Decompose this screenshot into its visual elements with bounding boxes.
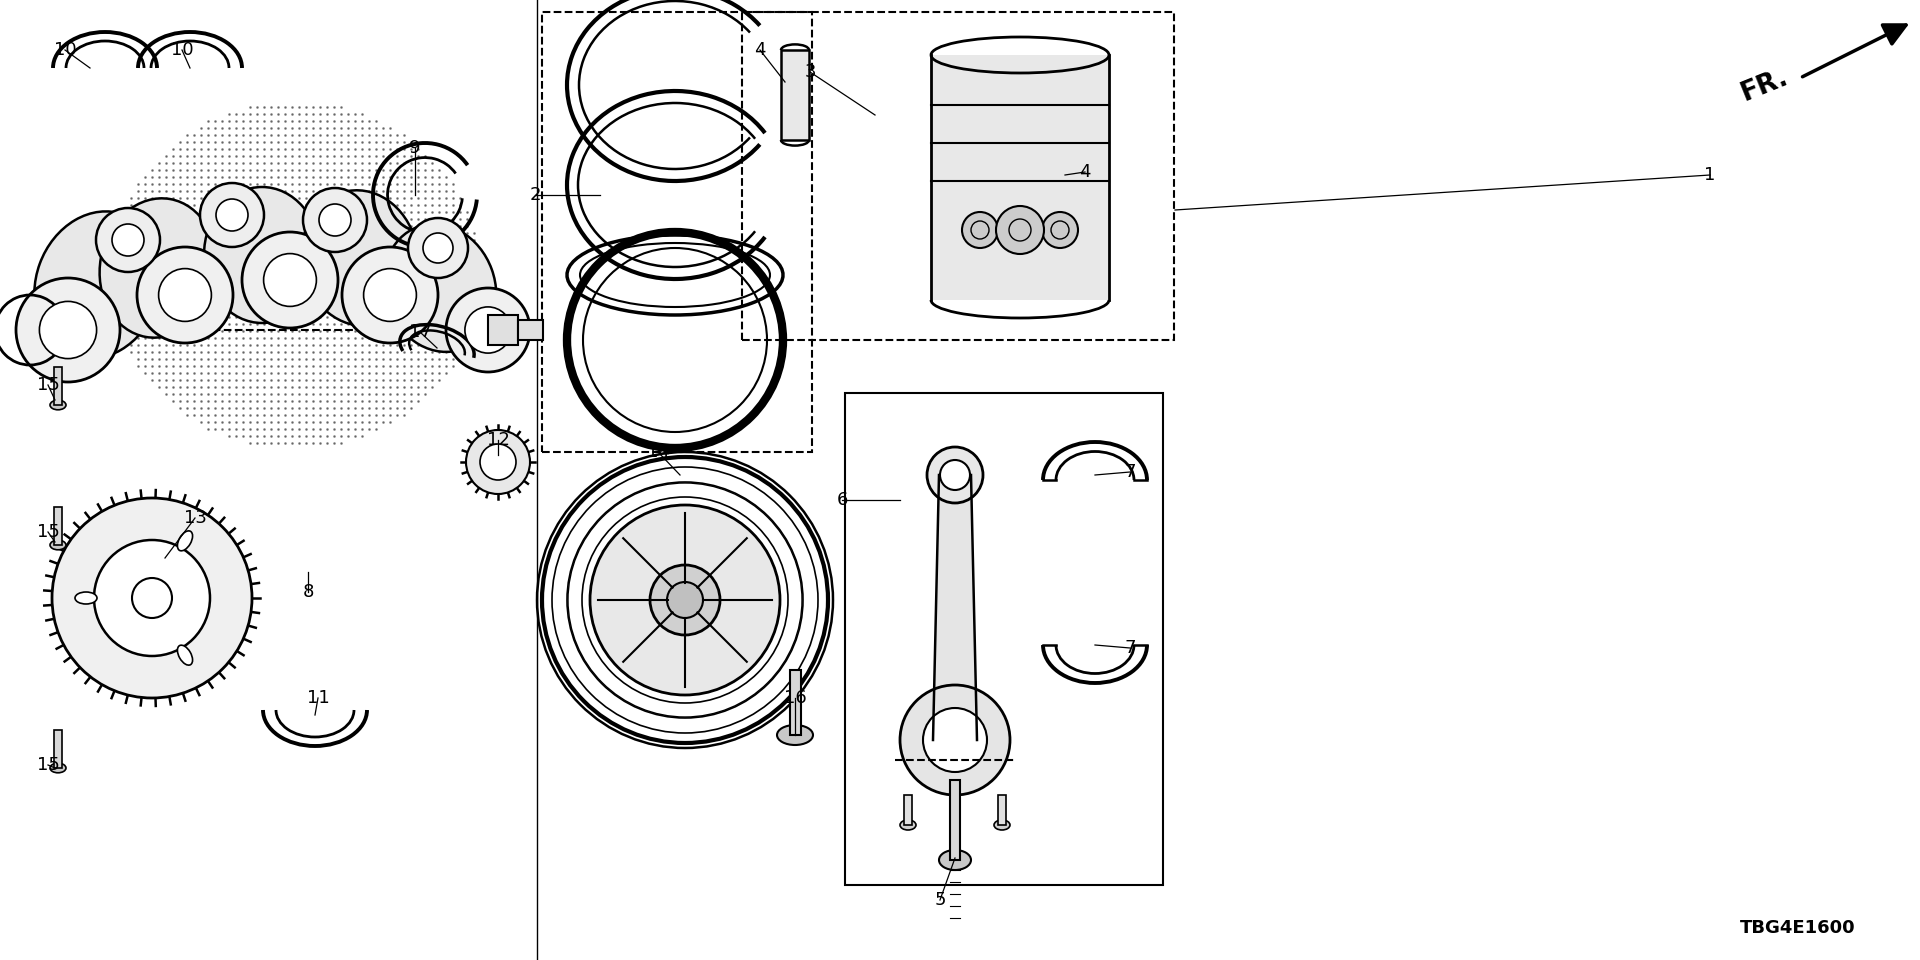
Text: 14: 14 [647, 443, 670, 461]
Text: 6: 6 [837, 491, 849, 509]
Circle shape [1043, 212, 1077, 248]
Ellipse shape [778, 725, 812, 745]
Text: 3: 3 [804, 63, 816, 81]
Ellipse shape [50, 763, 65, 773]
Circle shape [263, 253, 317, 306]
Ellipse shape [75, 592, 98, 604]
Circle shape [666, 582, 703, 618]
Bar [781, 50, 808, 140]
Text: 7: 7 [1125, 639, 1137, 657]
Circle shape [136, 247, 232, 343]
Circle shape [94, 540, 209, 656]
Text: 7: 7 [1125, 463, 1137, 481]
Circle shape [465, 307, 511, 353]
Circle shape [467, 430, 530, 494]
Ellipse shape [939, 850, 972, 870]
Circle shape [96, 208, 159, 272]
Circle shape [363, 269, 417, 322]
Ellipse shape [177, 531, 192, 551]
Circle shape [319, 204, 351, 236]
Text: 10: 10 [171, 41, 194, 59]
Ellipse shape [100, 199, 217, 338]
Bar [54, 367, 61, 405]
Bar [741, 12, 1173, 340]
Text: 8: 8 [301, 583, 313, 601]
Bar [845, 393, 1164, 885]
Ellipse shape [35, 211, 161, 359]
Text: 16: 16 [783, 689, 806, 707]
Ellipse shape [900, 820, 916, 830]
Circle shape [15, 278, 119, 382]
Circle shape [962, 212, 998, 248]
Circle shape [900, 685, 1010, 795]
Circle shape [480, 444, 516, 480]
Circle shape [52, 498, 252, 698]
Circle shape [242, 232, 338, 328]
Text: 9: 9 [409, 139, 420, 157]
Circle shape [927, 447, 983, 503]
Circle shape [941, 460, 970, 490]
Text: FR.: FR. [1738, 63, 1791, 107]
Ellipse shape [301, 190, 419, 325]
Circle shape [996, 206, 1044, 254]
Circle shape [651, 565, 720, 635]
Text: 13: 13 [184, 509, 207, 527]
Text: 2: 2 [530, 186, 541, 204]
Circle shape [407, 218, 468, 278]
Text: TBG4E1600: TBG4E1600 [1740, 919, 1857, 937]
Text: 12: 12 [486, 431, 509, 449]
Ellipse shape [50, 400, 65, 410]
Bar [54, 730, 61, 768]
Circle shape [445, 288, 530, 372]
Bar [488, 315, 518, 345]
Text: 5: 5 [935, 891, 947, 909]
Circle shape [159, 269, 211, 322]
Text: 1: 1 [1705, 166, 1716, 184]
Ellipse shape [384, 224, 495, 352]
Bar [931, 55, 1110, 300]
Text: 17: 17 [409, 323, 432, 341]
Circle shape [111, 224, 144, 256]
Bar [789, 670, 801, 735]
Bar [518, 320, 543, 340]
Text: 15: 15 [36, 756, 60, 774]
Text: 11: 11 [307, 689, 330, 707]
Bar [541, 12, 812, 452]
Circle shape [40, 301, 96, 359]
Circle shape [342, 247, 438, 343]
Ellipse shape [995, 820, 1010, 830]
Text: 4: 4 [755, 41, 766, 59]
Circle shape [589, 505, 780, 695]
Bar [904, 795, 912, 825]
Polygon shape [933, 475, 977, 740]
Circle shape [215, 199, 248, 231]
Bar [998, 795, 1006, 825]
Ellipse shape [204, 187, 321, 323]
Text: 15: 15 [36, 523, 60, 541]
Text: 15: 15 [36, 376, 60, 394]
Circle shape [422, 233, 453, 263]
Text: 4: 4 [1079, 163, 1091, 181]
Circle shape [924, 708, 987, 772]
Circle shape [200, 183, 265, 247]
Ellipse shape [50, 540, 65, 550]
Bar [54, 507, 61, 545]
Circle shape [132, 578, 173, 618]
Bar [950, 780, 960, 860]
Text: 10: 10 [54, 41, 77, 59]
Ellipse shape [177, 645, 192, 665]
Circle shape [303, 188, 367, 252]
